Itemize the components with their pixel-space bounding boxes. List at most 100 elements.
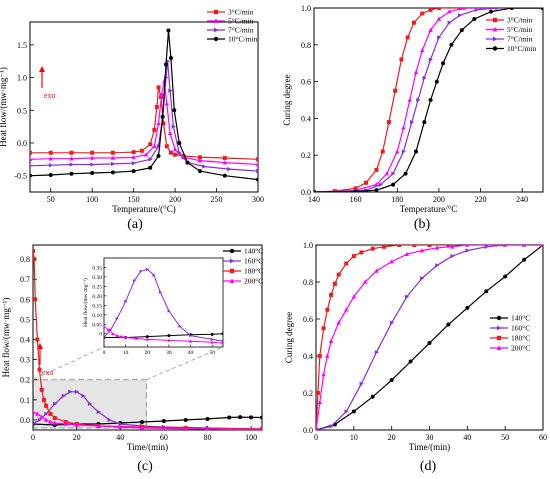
- inset-x-tick-label: 20: [145, 350, 151, 356]
- inset-connector: [32, 346, 105, 381]
- inset-x-tick-label: 0: [103, 350, 106, 356]
- data-point: [405, 35, 410, 40]
- data-point: [48, 411, 53, 416]
- inset-y-tick-label: 0.35: [92, 265, 102, 271]
- y-tick-label: 0.8: [303, 278, 313, 287]
- inset-y-tick-label: 0.25: [92, 284, 102, 290]
- data-point: [351, 254, 356, 259]
- data-point: [131, 161, 137, 166]
- chart-panel-c: 0 20 40 60 80 1000.00.10.20.30.40.50.60.70.8T…: [1, 244, 263, 474]
- data-point: [541, 8, 543, 10]
- x-tick-label: 300: [252, 195, 264, 204]
- data-point: [255, 162, 258, 167]
- y-tick-label: 0.6: [303, 315, 313, 324]
- x-tick-label: 250: [211, 195, 223, 204]
- data-point: [139, 148, 144, 153]
- series-line-0: [30, 87, 258, 160]
- data-point: [256, 157, 258, 162]
- inset-y-tick-label: 0: [99, 332, 102, 338]
- inset-data-point: [210, 332, 214, 336]
- data-point: [173, 152, 178, 157]
- y-axis-label: Heat flow/(mw·mg⁻¹): [0, 67, 8, 147]
- data-point: [197, 169, 202, 174]
- inset-data-point: [221, 332, 223, 336]
- data-point: [428, 57, 433, 62]
- data-point: [44, 403, 49, 408]
- inset-data-point: [115, 333, 119, 337]
- data-point: [384, 171, 390, 176]
- data-point: [205, 416, 210, 421]
- data-point: [362, 279, 368, 284]
- data-point: [401, 149, 406, 154]
- data-point: [321, 326, 326, 331]
- data-point: [325, 307, 330, 312]
- data-point: [160, 114, 165, 119]
- y-axis-label: Curing degree: [284, 312, 294, 363]
- y-tick-label: -0.5: [14, 172, 27, 181]
- data-point: [33, 297, 38, 302]
- data-point: [90, 171, 95, 176]
- x-tick-label: 40: [116, 433, 124, 442]
- series-line-3: [316, 245, 543, 430]
- x-tick-label: 30: [426, 433, 434, 442]
- data-point: [43, 417, 49, 422]
- data-point: [183, 425, 188, 430]
- data-point: [164, 101, 169, 106]
- data-point: [30, 173, 32, 178]
- data-point: [405, 294, 410, 299]
- data-point: [316, 427, 318, 430]
- legend-entry-0: 3°C/min: [228, 8, 254, 17]
- inset-data-point: [132, 279, 137, 283]
- data-point: [110, 170, 115, 175]
- data-point: [148, 157, 153, 162]
- data-point: [364, 180, 369, 185]
- data-point: [164, 144, 169, 149]
- inset-data-point: [167, 338, 171, 342]
- data-point: [61, 393, 66, 399]
- legend-entry-3: 10°C/min: [228, 35, 258, 44]
- inset-y-tick-label: 0.30: [92, 275, 102, 281]
- data-point: [172, 108, 177, 113]
- data-point: [488, 9, 493, 14]
- x-tick-label: 0: [31, 433, 35, 442]
- data-point: [336, 272, 341, 277]
- data-point: [370, 394, 375, 399]
- data-point: [81, 393, 86, 399]
- data-point: [359, 250, 364, 255]
- legend-entry-2: 180°C: [511, 334, 530, 343]
- series-line-2: [314, 8, 543, 192]
- inset-data-point: [158, 290, 163, 294]
- series-line-1: [30, 80, 258, 166]
- exo-arrow-head: [37, 343, 43, 349]
- data-point: [222, 156, 227, 160]
- data-point: [140, 419, 145, 424]
- data-point: [171, 124, 176, 129]
- legend-marker: [229, 278, 235, 283]
- inset-data-point: [145, 335, 149, 339]
- x-tick-label: 60: [539, 433, 547, 442]
- data-point: [484, 289, 489, 294]
- series-line-0: [314, 8, 543, 192]
- data-point: [110, 150, 115, 155]
- data-point: [472, 17, 477, 22]
- data-point: [48, 162, 54, 168]
- data-point: [436, 8, 441, 10]
- data-point: [434, 245, 440, 250]
- data-point: [344, 307, 349, 312]
- inset-data-point: [210, 340, 214, 344]
- data-point: [69, 162, 74, 167]
- inset-connector: [146, 346, 224, 381]
- data-point: [386, 120, 391, 125]
- data-point: [465, 305, 470, 310]
- data-point: [503, 274, 508, 279]
- inset-data-point: [123, 335, 128, 339]
- exo-arrow-head: [39, 66, 45, 72]
- x-tick-label: 200: [433, 195, 445, 204]
- plot-frame: [313, 7, 544, 193]
- data-point: [447, 20, 452, 25]
- data-point: [161, 121, 166, 126]
- legend-marker: [214, 27, 219, 33]
- data-point: [395, 149, 400, 154]
- data-point: [457, 13, 463, 18]
- data-point: [502, 245, 508, 247]
